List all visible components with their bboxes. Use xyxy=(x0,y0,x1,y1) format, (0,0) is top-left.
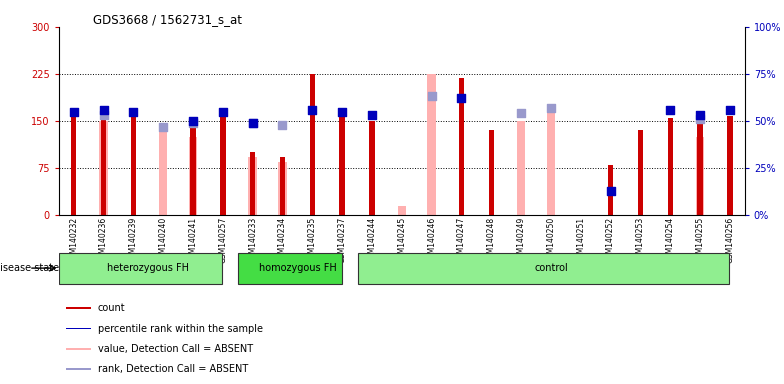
Bar xyxy=(637,131,643,215)
Bar xyxy=(191,121,196,215)
Point xyxy=(604,187,617,194)
Bar xyxy=(66,328,91,329)
FancyBboxPatch shape xyxy=(60,253,222,284)
Bar xyxy=(459,78,464,215)
Point xyxy=(276,122,289,128)
Bar xyxy=(71,115,76,215)
Bar xyxy=(100,121,107,215)
Bar xyxy=(280,157,285,215)
Bar xyxy=(667,118,673,215)
Bar xyxy=(310,74,315,215)
Text: heterozygous FH: heterozygous FH xyxy=(107,263,189,273)
Bar xyxy=(66,348,91,350)
Point xyxy=(187,118,199,124)
Text: GDS3668 / 1562731_s_at: GDS3668 / 1562731_s_at xyxy=(93,13,242,26)
Bar xyxy=(66,308,91,309)
Bar xyxy=(66,368,91,370)
Bar xyxy=(159,127,167,215)
Bar xyxy=(249,157,257,215)
Text: value, Detection Call = ABSENT: value, Detection Call = ABSENT xyxy=(98,344,253,354)
Point xyxy=(246,120,259,126)
Bar xyxy=(427,74,436,215)
Bar xyxy=(397,206,406,215)
Bar xyxy=(696,137,704,215)
Point xyxy=(306,107,318,113)
Bar xyxy=(131,113,136,215)
Bar xyxy=(698,115,702,215)
Bar xyxy=(546,112,555,215)
Point xyxy=(694,112,706,118)
Bar xyxy=(278,162,287,215)
Bar xyxy=(189,137,198,215)
FancyBboxPatch shape xyxy=(358,253,729,284)
Point xyxy=(664,107,677,113)
Bar xyxy=(608,165,613,215)
Text: disease state: disease state xyxy=(0,263,60,273)
Text: rank, Detection Call = ABSENT: rank, Detection Call = ABSENT xyxy=(98,364,248,374)
Point xyxy=(97,107,110,113)
Text: count: count xyxy=(98,303,125,313)
Text: homozygous FH: homozygous FH xyxy=(259,263,336,273)
Point xyxy=(127,109,140,115)
FancyBboxPatch shape xyxy=(238,253,342,284)
Bar xyxy=(369,121,375,215)
Point xyxy=(724,107,736,113)
Point xyxy=(246,120,259,126)
Point xyxy=(97,112,110,118)
Point xyxy=(694,116,706,122)
Bar xyxy=(220,113,226,215)
Bar xyxy=(517,121,525,215)
Bar xyxy=(339,112,345,215)
Text: control: control xyxy=(534,263,568,273)
Point xyxy=(515,110,528,116)
Bar xyxy=(250,152,256,215)
Point xyxy=(426,93,438,99)
Point xyxy=(545,105,557,111)
Point xyxy=(216,109,229,115)
Bar xyxy=(728,116,732,215)
Point xyxy=(67,109,80,115)
Point xyxy=(365,112,378,118)
Point xyxy=(187,120,199,126)
Bar xyxy=(488,131,494,215)
Point xyxy=(456,95,468,101)
Bar xyxy=(101,115,106,215)
Point xyxy=(336,109,348,115)
Text: percentile rank within the sample: percentile rank within the sample xyxy=(98,324,263,334)
Point xyxy=(157,124,169,130)
